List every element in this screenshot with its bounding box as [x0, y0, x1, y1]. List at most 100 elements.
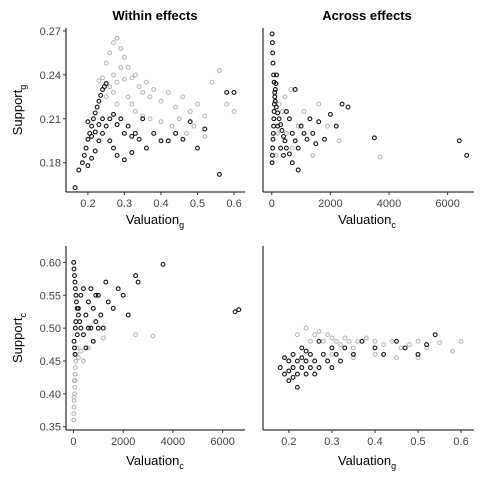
scatter-point-light: [72, 384, 78, 390]
scatter-point-dark: [71, 266, 77, 272]
scatter-point-dark: [103, 123, 109, 129]
scatter-point-dark: [89, 133, 95, 139]
scatter-point-dark: [95, 325, 101, 331]
scatter-point-light: [307, 338, 313, 344]
scatter-point-light: [336, 138, 342, 144]
scatter-point-dark: [76, 167, 82, 173]
scatter-point-light: [176, 116, 182, 122]
scatter-point-dark: [118, 116, 124, 122]
scatter-point-dark: [121, 130, 127, 136]
x-tick-label: 0.3: [324, 436, 339, 448]
scatter-point-dark: [333, 351, 339, 357]
scatter-point-dark: [277, 365, 283, 371]
x-tick-label: 6000: [210, 436, 234, 448]
x-tick-label: 0.5: [190, 198, 205, 210]
x-tick-label: 0.2: [281, 436, 296, 448]
scatter-point-dark: [180, 136, 186, 142]
scatter-point-light: [316, 101, 322, 107]
scatter-point-dark: [98, 312, 104, 318]
scatter-point-dark: [371, 135, 377, 141]
scatter-point-light: [437, 340, 443, 346]
scatter-point-dark: [310, 130, 316, 136]
scatter-point-dark: [72, 279, 78, 285]
scatter-point-dark: [394, 338, 399, 344]
scatter-point-light: [72, 371, 78, 377]
scatter-point-dark: [75, 305, 81, 311]
scatter-point-dark: [350, 351, 356, 357]
scatter-point-dark: [83, 345, 89, 351]
scatter-point-dark: [286, 368, 292, 374]
scatter-point-dark: [269, 40, 275, 46]
scatter-point-dark: [135, 279, 141, 285]
xlabel-valuation-c-bottom: Valuationc: [126, 453, 184, 471]
y-tick-label: 0.55: [40, 290, 61, 302]
scatter-point-dark: [92, 148, 98, 154]
scatter-point-light: [346, 338, 352, 344]
xlabel-valuation-c-top: Valuationc: [338, 212, 396, 230]
scatter-point-light: [195, 101, 200, 107]
scatter-point-light: [303, 325, 309, 331]
scatter-point-dark: [432, 332, 438, 338]
scatter-point-dark: [80, 332, 86, 338]
panel-bottom-right: 0.2 0.3 0.4 0.5 0.6: [262, 246, 474, 448]
scatter-point-light: [74, 345, 80, 351]
x-tick-label: 0.5: [410, 436, 425, 448]
scatter-point-dark: [89, 123, 95, 129]
ylabel-support-c: Supportc: [10, 312, 28, 363]
y-tick-label: 0.45: [40, 356, 61, 368]
scatter-point-dark: [299, 345, 305, 351]
scatter-point-dark: [333, 123, 339, 129]
scatter-point-dark: [83, 145, 89, 151]
scatter-point-light: [114, 79, 120, 85]
scatter-point-light: [301, 109, 307, 114]
scatter-point-light: [377, 154, 383, 160]
panel-top-right: 0 2000 4000 6000: [262, 28, 474, 210]
scatter-point-light: [325, 123, 330, 129]
scatter-point-dark: [216, 171, 222, 177]
scatter-point-dark: [94, 104, 100, 110]
scatter-point-light: [111, 40, 116, 46]
y-tick-label: 0.60: [40, 257, 61, 269]
scatter-point-dark: [312, 358, 318, 364]
scatter-point-dark: [98, 92, 104, 98]
scatter-point-light: [147, 116, 153, 122]
scatter-point-dark: [269, 152, 275, 158]
scatter-point-light: [143, 79, 149, 85]
scatter-point-light: [132, 72, 138, 78]
scatter-point-dark: [303, 358, 309, 364]
scatter-point-dark: [115, 286, 121, 292]
scatter-point-light: [140, 113, 146, 119]
scatter-point-dark: [107, 116, 113, 122]
scatter-point-light: [216, 68, 222, 73]
scatter-point-dark: [338, 358, 343, 364]
y-tick-label: 0.35: [40, 422, 61, 434]
x-tick-label: 0.6: [453, 436, 468, 448]
scatter-point-light: [329, 335, 335, 341]
scatter-point-dark: [299, 365, 305, 371]
scatter-point-dark: [270, 145, 276, 151]
scatter-point-light: [114, 35, 120, 41]
scatter-point-light: [355, 338, 361, 344]
x-tick-label: 0.2: [80, 198, 95, 210]
scatter-point-dark: [103, 279, 109, 285]
scatter-point-dark: [282, 355, 287, 361]
scatter-point-dark: [85, 163, 91, 169]
scatter-point-dark: [424, 342, 430, 348]
scatter-point-dark: [100, 130, 105, 136]
x-tick-label: 0.6: [226, 198, 241, 210]
scatter-point-dark: [286, 151, 292, 157]
scatter-point-dark: [202, 126, 208, 132]
scatter-point-dark: [72, 273, 77, 279]
scatter-point-light: [372, 351, 378, 357]
panel-top-left: 0.2 0.3 0.4 0.5 0.6 0.18 0.21 0.24 0.27: [40, 26, 245, 210]
scatter-point-dark: [275, 123, 281, 129]
scatter-point-dark: [140, 116, 146, 122]
scatter-point-light: [333, 338, 339, 344]
scatter-point-dark: [272, 98, 278, 104]
scatter-point-light: [202, 133, 208, 139]
scatter-point-dark: [136, 136, 142, 142]
scatter-point-dark: [114, 152, 120, 158]
scatter-point-light: [71, 411, 77, 417]
scatter-point-light: [450, 348, 455, 354]
